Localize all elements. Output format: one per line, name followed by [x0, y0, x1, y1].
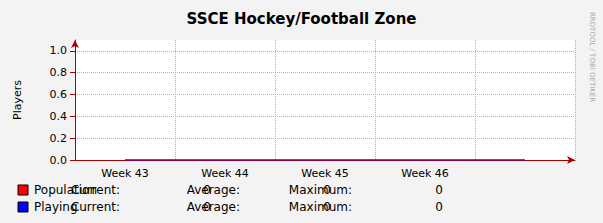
svg-text:Average:: Average: — [187, 200, 240, 214]
svg-text:Playing: Playing — [34, 200, 78, 214]
svg-text:0: 0 — [435, 200, 443, 214]
svg-text:0.2: 0.2 — [50, 132, 68, 145]
svg-text:Week 43: Week 43 — [101, 167, 149, 180]
svg-text:Average:: Average: — [187, 183, 240, 197]
svg-text:Current:: Current: — [71, 183, 120, 197]
svg-text:0.8: 0.8 — [50, 66, 68, 79]
svg-text:0.0: 0.0 — [50, 154, 68, 167]
svg-text:0.6: 0.6 — [50, 88, 68, 101]
svg-text:Week 44: Week 44 — [201, 167, 249, 180]
svg-text:1.0: 1.0 — [50, 44, 68, 57]
svg-text:SSCE Hockey/Football Zone: SSCE Hockey/Football Zone — [187, 10, 417, 28]
svg-text:Week 45: Week 45 — [301, 167, 349, 180]
svg-text:Week 46: Week 46 — [401, 167, 449, 180]
svg-text:0: 0 — [435, 183, 443, 197]
svg-text:Current:: Current: — [71, 200, 120, 214]
svg-text:Maximum:: Maximum: — [289, 183, 352, 197]
svg-text:RRDTOOL / TOBI OETIKER: RRDTOOL / TOBI OETIKER — [588, 12, 596, 102]
svg-text:Players: Players — [11, 80, 24, 120]
svg-text:Population: Population — [34, 183, 97, 197]
svg-text:0.4: 0.4 — [50, 110, 68, 123]
svg-text:Maximum:: Maximum: — [289, 200, 352, 214]
